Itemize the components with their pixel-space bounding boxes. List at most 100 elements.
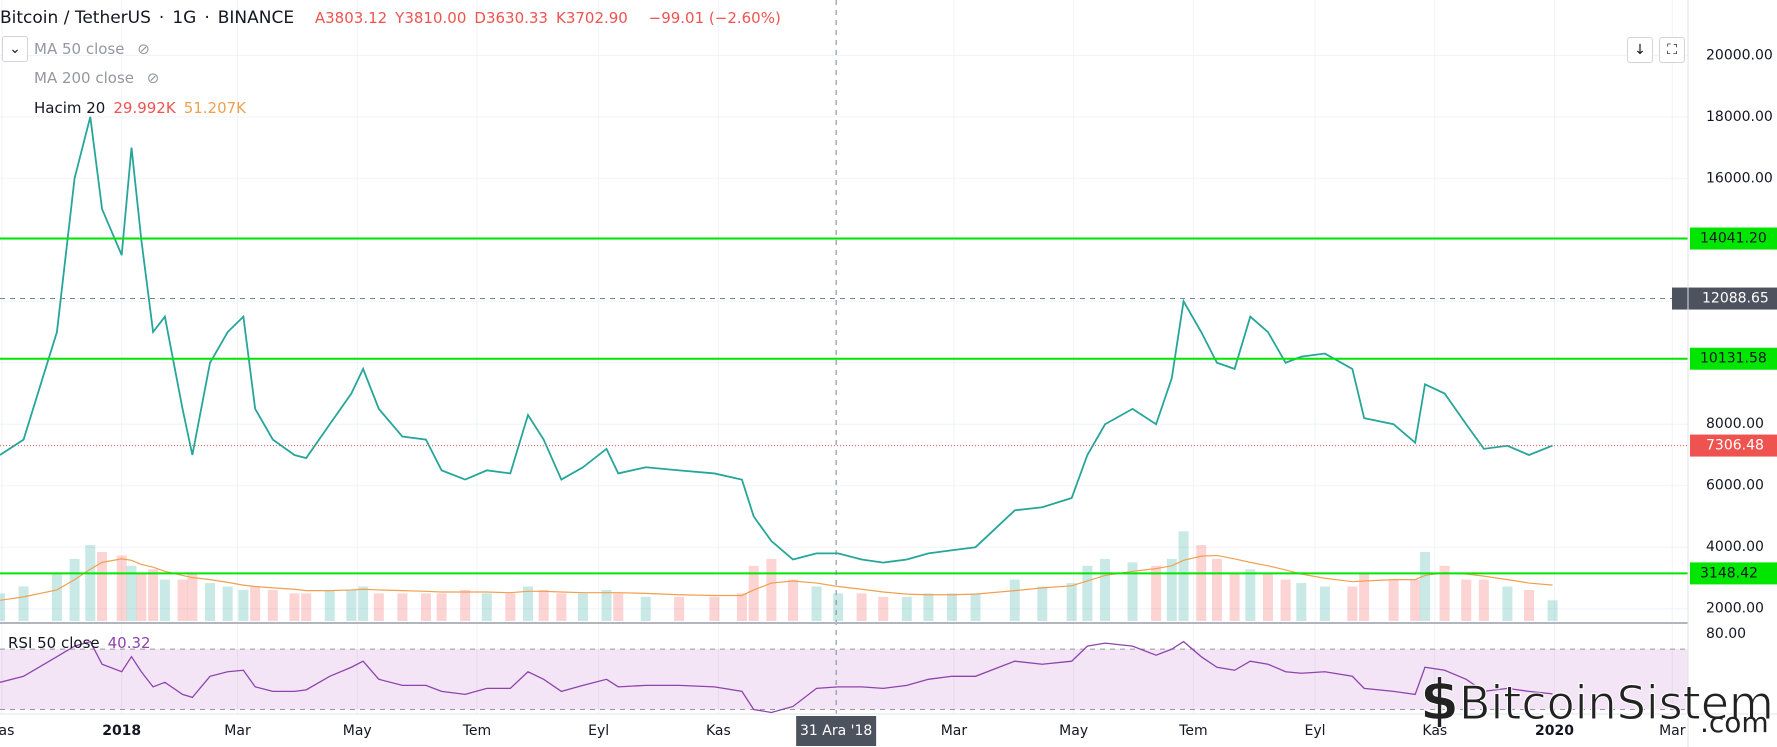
volume-bar <box>601 589 612 621</box>
volume-bar <box>901 596 912 621</box>
volume-bar <box>923 593 934 621</box>
volume-bar <box>736 593 747 621</box>
volume-bar <box>1082 565 1093 621</box>
volume-bar <box>205 583 216 621</box>
volume-bar <box>436 593 447 621</box>
volume-bar <box>613 593 624 621</box>
y-tick-label: 18000.00 <box>1706 109 1773 125</box>
x-tick-label: May <box>1059 723 1088 739</box>
y-tick-label: 16000.00 <box>1706 170 1773 186</box>
volume-bar <box>358 586 369 621</box>
indicator: MA 50 close <box>34 40 125 58</box>
volume-bar <box>222 586 233 621</box>
volume-bar <box>1547 600 1558 621</box>
indicator: MA 200 close <box>34 69 135 87</box>
volume-bar <box>1359 572 1370 621</box>
crosshair-y-box <box>1672 287 1777 310</box>
volume-bar <box>1196 545 1207 621</box>
volume-bar <box>250 586 261 621</box>
ohlc-label: Y <box>395 9 405 27</box>
volume-bar <box>51 572 62 621</box>
hidden-icon[interactable]: ⊘ <box>146 69 160 87</box>
volume-bar <box>1524 589 1535 621</box>
collapse-button[interactable]: ⌄ <box>2 36 28 62</box>
volume-bar <box>970 593 981 621</box>
volume-bar <box>1347 586 1358 621</box>
header-legend: Bitcoin / TetherUS · 1G · BINANCE A3803.12 Y3… <box>0 8 789 28</box>
volume-bar <box>1100 558 1111 621</box>
volume-bar <box>85 545 96 621</box>
volume-bar <box>674 596 685 621</box>
volume-bar <box>324 589 335 621</box>
scroll-button[interactable]: ↓ <box>1627 37 1653 63</box>
volume-bar <box>1166 558 1177 621</box>
x-tick-label: Eyl <box>1305 723 1326 739</box>
volume-bar <box>1296 583 1307 621</box>
volume-bar <box>505 593 516 621</box>
volume-bar <box>1245 569 1256 621</box>
rsi-tick-label: 80.00 <box>1706 626 1746 642</box>
price-line <box>0 116 1553 564</box>
x-tick-label: Mar <box>1659 723 1686 739</box>
volume-bar <box>1211 558 1222 621</box>
volume-bar <box>187 572 198 621</box>
interval: 1G <box>172 8 197 28</box>
exchange: BINANCE <box>217 8 295 28</box>
ohlc-value: 3803.12 <box>325 9 388 27</box>
crosshair-x-box <box>796 716 877 746</box>
sep: · <box>158 8 165 28</box>
volume-bar <box>946 593 957 621</box>
volume-bar <box>69 558 80 621</box>
y-tick-label: 6000.00 <box>1706 478 1764 494</box>
ohlc-label: K <box>555 9 566 27</box>
fullscreen-button[interactable]: ⛶ <box>1659 37 1685 63</box>
ohlc-label: A <box>314 9 326 27</box>
volume-bar <box>460 589 471 621</box>
last-price-label: 7306.48 <box>1706 438 1764 454</box>
volume-bar <box>373 593 384 621</box>
y-tick-label: 2000.00 <box>1706 601 1764 617</box>
rsi-legend: RSI 50 close 40.32 <box>8 634 159 652</box>
volume-bar <box>1439 565 1450 621</box>
rsi-line <box>0 640 1553 714</box>
volume-bar <box>833 593 844 621</box>
volume-bar <box>556 593 567 621</box>
volume-bar <box>126 565 137 621</box>
volume-bar <box>748 565 759 621</box>
volume-bar <box>0 593 5 621</box>
ma50-legend: MA 50 close ⊘ <box>34 40 158 58</box>
x-tick-label: May <box>343 723 372 739</box>
volume-bar <box>238 589 249 621</box>
volume-bar <box>420 593 431 621</box>
rsi-band <box>0 649 1688 710</box>
hidden-icon[interactable]: ⊘ <box>137 40 150 58</box>
volume-bar <box>787 579 798 621</box>
ohlc-value: 3810.00 <box>404 9 467 27</box>
volume-bar <box>1151 565 1162 621</box>
volume-bar <box>267 589 278 621</box>
volume-bar <box>397 593 408 621</box>
y-tick-label: 20000.00 <box>1706 47 1773 63</box>
level-label: 14041.20 <box>1700 231 1767 247</box>
x-tick-label: Kas <box>0 723 14 739</box>
x-tick-label: Mar <box>224 723 251 739</box>
volume-bar <box>538 589 549 621</box>
volume-bar <box>1037 586 1048 621</box>
level-label-box <box>1690 347 1777 370</box>
x-tick-label: 2018 <box>102 723 141 739</box>
volume-ma-line <box>0 554 1553 601</box>
y-tick-label: 8000.00 <box>1706 416 1764 432</box>
x-tick-label: Kas <box>706 723 731 739</box>
x-tick-label: 2020 <box>1535 723 1574 739</box>
volume-bar <box>878 596 889 621</box>
x-tick-label: Tem <box>1178 723 1207 739</box>
volume-bar <box>577 593 588 621</box>
volume-bar <box>1410 579 1421 621</box>
volume-bar <box>1478 579 1489 621</box>
ohlc-label: D <box>474 9 486 27</box>
volume-bar <box>346 589 357 621</box>
volume-ma-value: 51.207K <box>183 99 247 117</box>
volume-bar <box>1066 583 1077 621</box>
volume-bar <box>522 586 533 621</box>
ohlc-value: 3702.90 <box>565 9 628 27</box>
